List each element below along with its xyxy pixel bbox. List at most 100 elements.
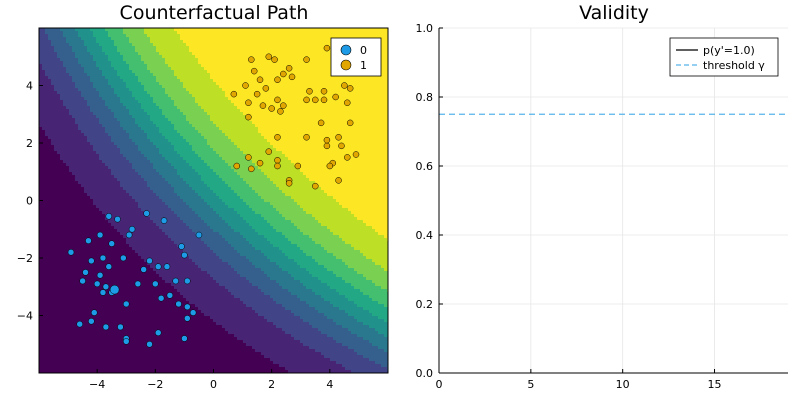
contour-cell	[84, 37, 88, 41]
contour-cell	[132, 127, 136, 131]
contour-cell	[129, 349, 133, 353]
contour-cell	[147, 139, 151, 143]
contour-cell	[111, 43, 115, 47]
contour-cell	[162, 235, 166, 239]
contour-cell	[93, 175, 97, 179]
contour-cell	[45, 43, 49, 47]
contour-cell	[81, 229, 85, 233]
contour-cell	[78, 268, 82, 272]
contour-cell	[144, 163, 148, 167]
contour-cell	[96, 343, 100, 347]
contour-cell	[96, 139, 100, 143]
contour-cell	[87, 223, 91, 227]
contour-cell	[114, 79, 118, 83]
contour-cell	[42, 265, 46, 269]
contour-cell	[54, 142, 58, 146]
contour-cell	[69, 28, 73, 32]
contour-cell	[126, 100, 130, 104]
contour-cell	[66, 343, 70, 347]
contour-cell	[60, 205, 64, 209]
contour-cell	[63, 301, 67, 305]
contour-cell	[51, 367, 55, 371]
contour-cell	[156, 142, 160, 146]
contour-cell	[138, 103, 142, 107]
contour-cell	[99, 175, 103, 179]
contour-cell	[111, 340, 115, 344]
contour-cell	[102, 229, 106, 233]
contour-cell	[162, 118, 166, 122]
contour-cell	[63, 64, 67, 68]
contour-cell	[39, 370, 43, 373]
contour-cell	[108, 112, 112, 116]
contour-cell	[96, 184, 100, 188]
contour-cell	[105, 190, 109, 194]
contour-cell	[78, 145, 82, 149]
contour-cell	[60, 358, 64, 362]
contour-cell	[39, 268, 43, 272]
contour-cell	[54, 235, 58, 239]
contour-cell	[66, 229, 70, 233]
contour-cell	[90, 157, 94, 161]
contour-cell	[39, 178, 43, 182]
contour-cell	[99, 277, 103, 281]
contour-cell	[99, 142, 103, 146]
contour-cell	[102, 337, 106, 341]
contour-cell	[162, 241, 166, 245]
contour-cell	[84, 166, 88, 170]
contour-cell	[105, 142, 109, 146]
contour-cell	[111, 280, 115, 284]
contour-cell	[96, 121, 100, 125]
contour-cell	[117, 364, 121, 368]
contour-cell	[162, 40, 166, 44]
contour-cell	[66, 295, 70, 299]
contour-cell	[105, 211, 109, 215]
contour-cell	[132, 109, 136, 113]
contour-cell	[45, 67, 49, 71]
contour-cell	[39, 91, 43, 95]
contour-cell	[99, 64, 103, 68]
contour-cell	[84, 34, 88, 38]
contour-cell	[39, 163, 43, 167]
contour-cell	[51, 286, 55, 290]
contour-cell	[114, 223, 118, 227]
contour-cell	[102, 181, 106, 185]
contour-cell	[108, 331, 112, 335]
contour-cell	[153, 328, 157, 332]
contour-cell	[123, 175, 127, 179]
contour-cell	[159, 67, 163, 71]
contour-cell	[141, 169, 145, 173]
contour-cell	[84, 289, 88, 293]
contour-cell	[135, 250, 139, 254]
contour-cell	[165, 79, 169, 83]
contour-cell	[129, 358, 133, 362]
contour-cell	[93, 229, 97, 233]
contour-cell	[63, 124, 67, 128]
contour-cell	[159, 340, 163, 344]
contour-cell	[39, 274, 43, 278]
contour-cell	[66, 163, 70, 167]
contour-cell	[126, 328, 130, 332]
contour-cell	[84, 97, 88, 101]
contour-cell	[84, 70, 88, 74]
contour-cell	[165, 364, 169, 368]
contour-cell	[126, 136, 130, 140]
contour-cell	[39, 127, 43, 131]
contour-cell	[153, 91, 157, 95]
contour-cell	[63, 43, 67, 47]
contour-cell	[141, 337, 145, 341]
contour-cell	[162, 58, 166, 62]
contour-cell	[54, 289, 58, 293]
contour-cell	[123, 325, 127, 329]
contour-cell	[57, 145, 61, 149]
contour-cell	[99, 214, 103, 218]
contour-cell	[66, 349, 70, 353]
contour-cell	[162, 334, 166, 338]
contour-cell	[129, 127, 133, 131]
contour-cell	[72, 241, 76, 245]
contour-cell	[75, 139, 79, 143]
contour-cell	[159, 145, 163, 149]
contour-cell	[42, 268, 46, 272]
contour-cell	[42, 364, 46, 368]
contour-cell	[63, 133, 67, 137]
contour-cell	[144, 325, 148, 329]
